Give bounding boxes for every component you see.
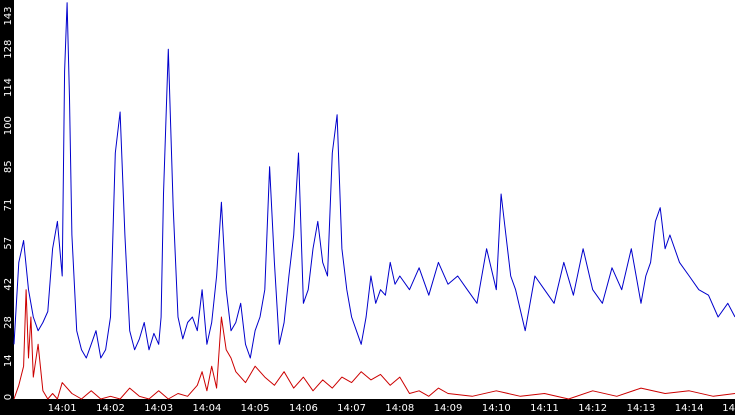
series-line-2: [13, 289, 735, 400]
x-tick-label-4: 14:05: [241, 403, 270, 414]
y-tick-label-9: 128: [3, 40, 14, 59]
x-tick-label-7: 14:08: [385, 403, 414, 414]
x-tick-label-2: 14:03: [144, 403, 173, 414]
x-axis-strip: [0, 399, 735, 415]
x-tick-label-12: 14:13: [627, 403, 656, 414]
x-tick-label-11: 14:12: [578, 403, 607, 414]
y-tick-label-7: 100: [3, 116, 14, 135]
x-tick-label-8: 14:09: [434, 403, 463, 414]
x-tick-labels: 14:01 14:02 14:03 14:04 14:05 14:06 14:07 14:08…: [48, 403, 735, 414]
y-tick-label-8: 114: [3, 78, 14, 97]
y-tick-label-4: 57: [3, 237, 14, 250]
y-tick-label-1: 14: [3, 354, 14, 367]
x-tick-label-5: 14:06: [289, 403, 318, 414]
y-tick-label-0: 0: [3, 394, 14, 400]
x-tick-label-1: 14:02: [96, 403, 125, 414]
series-layer: [13, 2, 735, 400]
x-tick-label-10: 14:11: [530, 403, 559, 414]
x-tick-label-9: 14:10: [482, 403, 511, 414]
series-line-1: [13, 2, 735, 359]
y-tick-label-3: 42: [3, 278, 14, 291]
y-tick-label-5: 71: [3, 199, 14, 212]
y-tick-labels: 0 14 28 42 57 71 85 100 114 128 143: [3, 6, 14, 400]
x-tick-label-14: 14: [722, 403, 735, 414]
y-axis-strip: [0, 0, 14, 415]
y-tick-label-10: 143: [3, 6, 14, 25]
x-tick-label-3: 14:04: [192, 403, 221, 414]
x-tick-label-0: 14:01: [48, 403, 77, 414]
x-tick-label-13: 14:14: [675, 403, 704, 414]
y-tick-label-6: 85: [3, 160, 14, 173]
x-tick-label-6: 14:07: [337, 403, 366, 414]
y-tick-label-2: 28: [3, 316, 14, 329]
